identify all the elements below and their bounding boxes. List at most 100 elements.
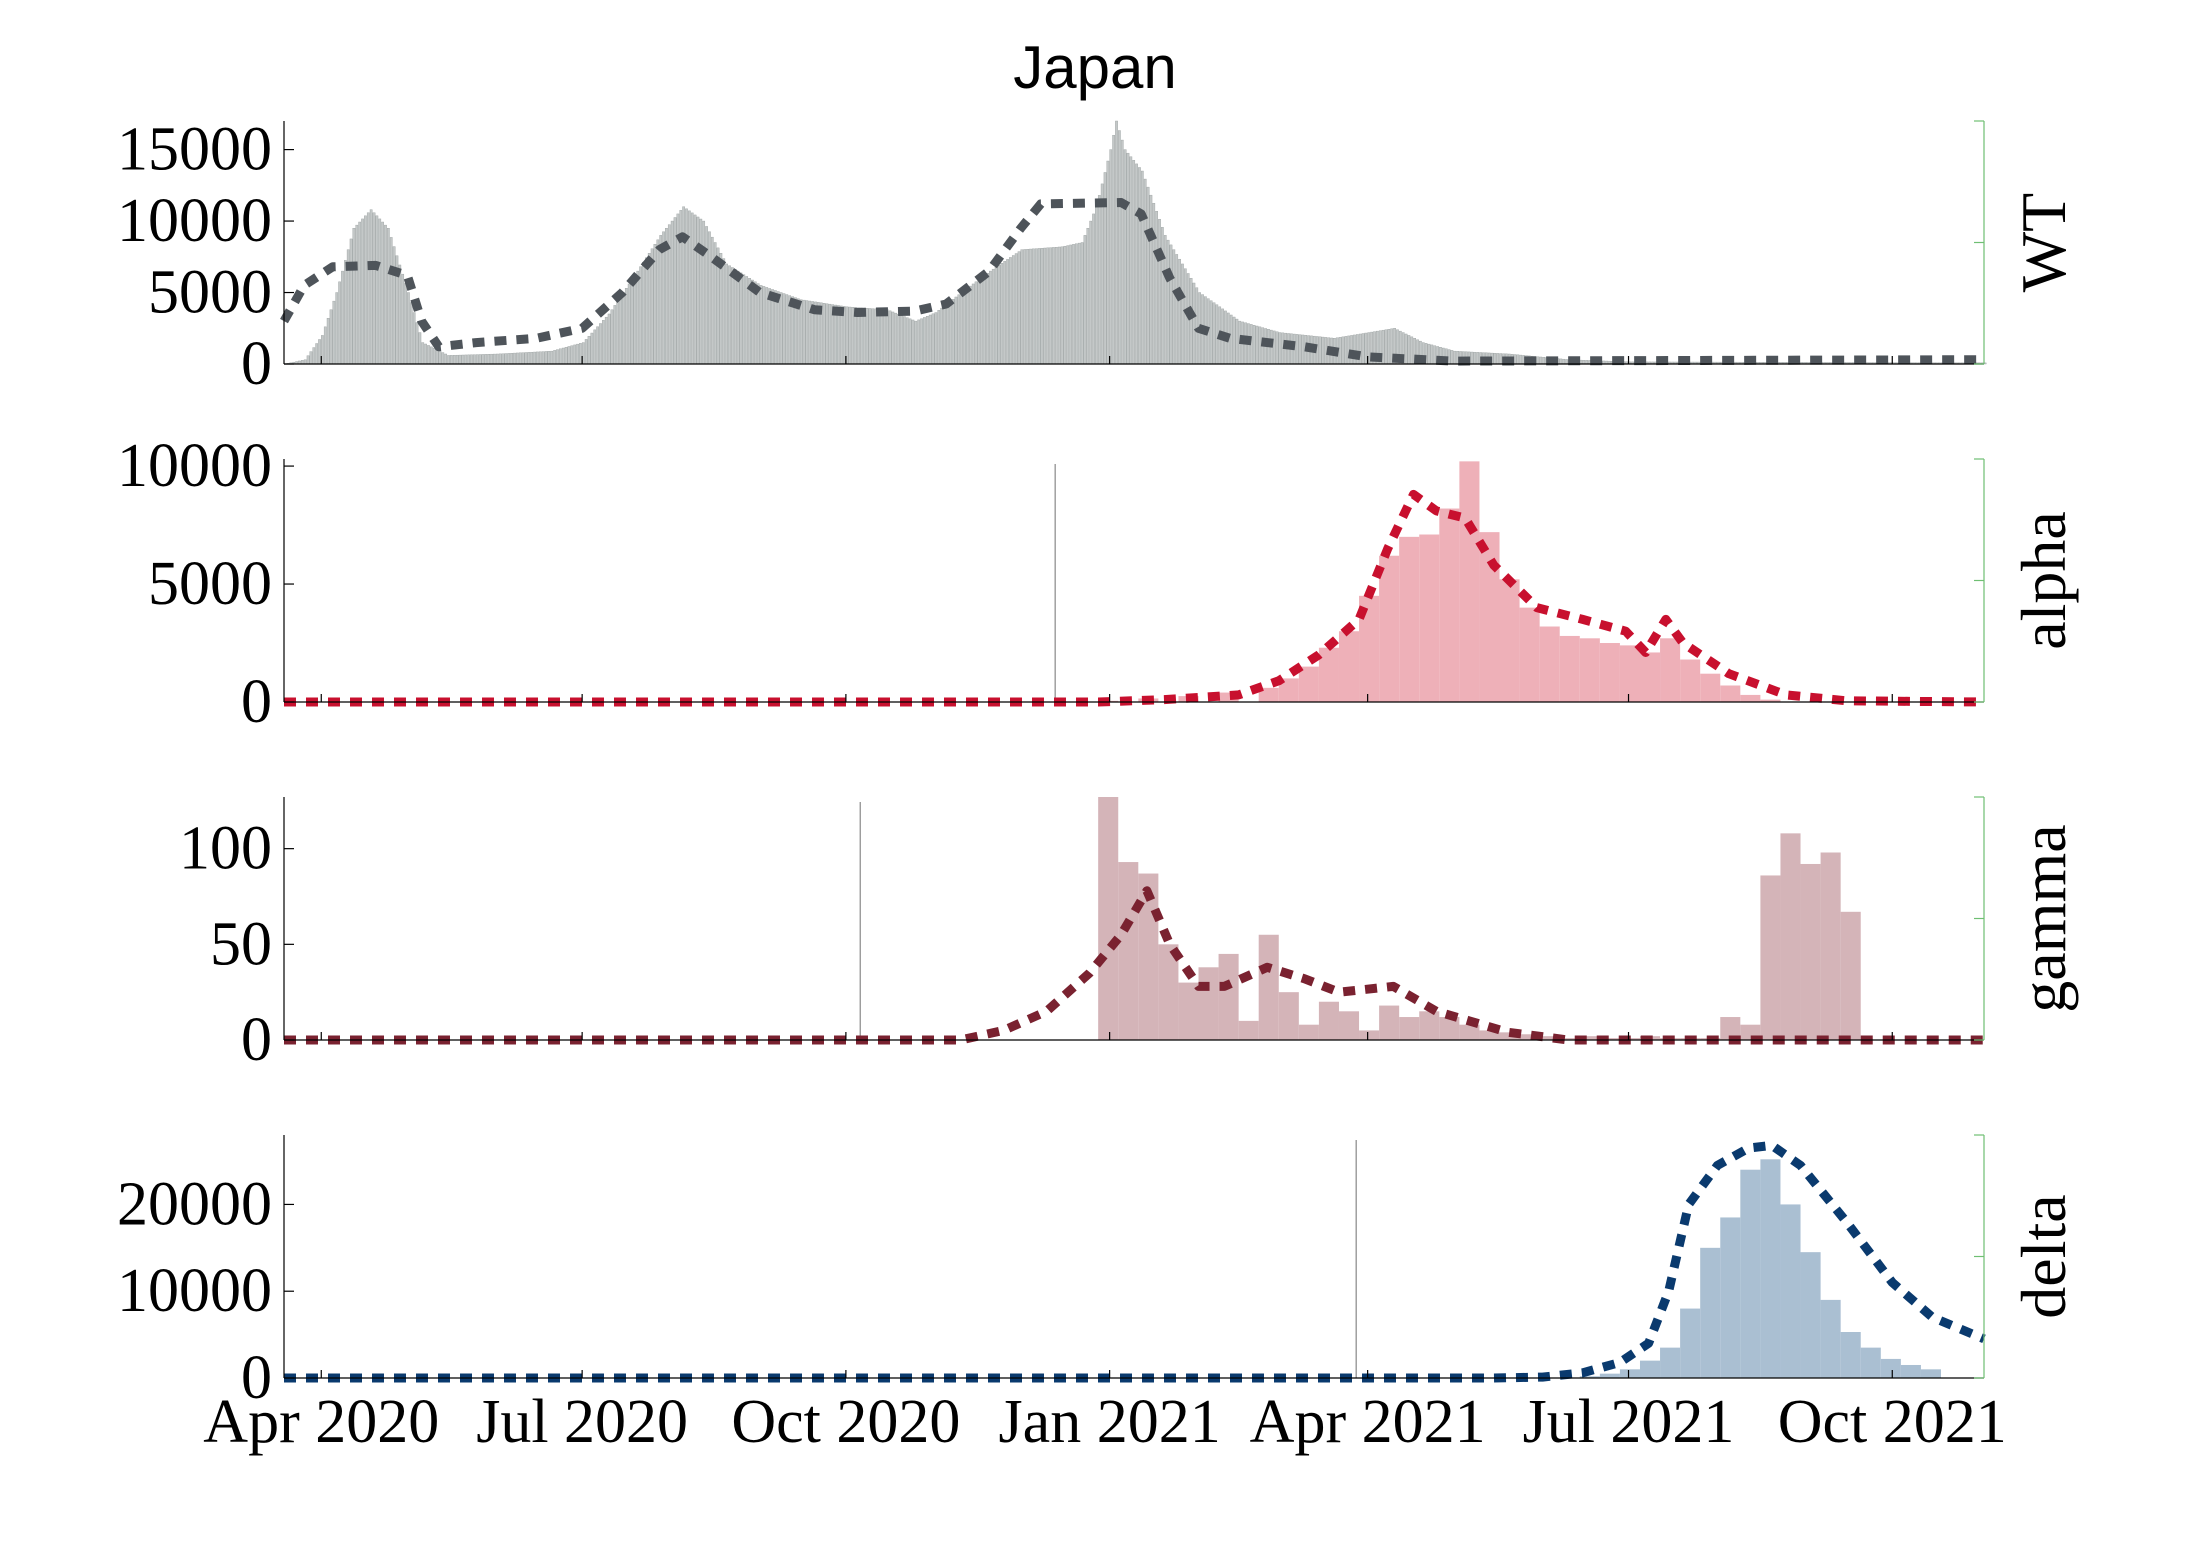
bar (639, 266, 642, 365)
bar (802, 299, 806, 365)
bar (1410, 336, 1414, 365)
bar (656, 239, 660, 365)
bar (530, 351, 534, 365)
bar (1112, 135, 1115, 365)
WT-bars (286, 120, 1987, 365)
bar (1341, 336, 1345, 365)
bar (1077, 242, 1081, 365)
bar (504, 353, 508, 365)
bar (309, 351, 313, 365)
bar (1559, 358, 1563, 365)
bar (315, 343, 319, 365)
bar (381, 221, 384, 365)
bar (1800, 863, 1821, 1040)
bar (722, 258, 726, 365)
bar (1473, 351, 1477, 365)
bar (731, 267, 734, 365)
bar (1063, 245, 1067, 365)
bar (1011, 255, 1015, 365)
bar (1106, 160, 1110, 365)
bar (507, 353, 511, 365)
bar (432, 348, 436, 365)
bar (452, 355, 456, 365)
bar (1740, 1169, 1761, 1378)
bar (470, 354, 473, 365)
bar (702, 220, 706, 365)
bar (851, 307, 855, 365)
bar (989, 270, 992, 365)
x-tick-label: Apr 2020 (203, 1388, 439, 1456)
bar (1820, 852, 1841, 1040)
bar (848, 306, 852, 365)
bar (1014, 253, 1018, 365)
alpha-fit-line (284, 489, 1985, 707)
bar (900, 315, 903, 365)
bar (1118, 130, 1121, 365)
bar (464, 354, 468, 365)
bar (1098, 797, 1119, 1040)
bar (1057, 246, 1061, 365)
bar (1433, 345, 1437, 365)
bar (430, 346, 433, 365)
bar (1252, 325, 1256, 365)
bar (946, 303, 949, 365)
gamma-bars (1098, 797, 1861, 1040)
bar (607, 313, 611, 365)
bar (1020, 249, 1024, 365)
bar (1860, 1347, 1881, 1379)
bar (1470, 351, 1474, 365)
bar (1158, 944, 1179, 1040)
bar (905, 317, 909, 365)
bar (1149, 194, 1153, 365)
bar (799, 299, 803, 365)
bar (877, 308, 880, 365)
bar (536, 351, 539, 365)
bar (673, 217, 677, 365)
bar (516, 352, 519, 365)
bar (914, 320, 918, 365)
bar (1218, 953, 1239, 1040)
bar (762, 286, 766, 365)
bar (438, 350, 442, 365)
delta-fit-line (284, 1140, 1986, 1383)
bar (1003, 261, 1007, 365)
bar (1158, 219, 1161, 365)
bar (977, 279, 981, 365)
y-tick-label: 5000 (148, 259, 272, 327)
bar (1720, 1217, 1741, 1378)
bar (513, 352, 516, 365)
bar (518, 352, 522, 365)
bar (1379, 1005, 1400, 1040)
bar (1275, 331, 1279, 365)
variant-label-WT: WT (2008, 193, 2079, 293)
bar (1519, 354, 1523, 365)
bar (604, 316, 608, 365)
bar (424, 343, 427, 365)
x-tick-label: Jan 2021 (999, 1388, 1221, 1456)
bar (1579, 1376, 1600, 1378)
bar (1183, 268, 1187, 365)
bar (1060, 246, 1064, 365)
bar (1840, 1332, 1861, 1378)
x-tick-label: Oct 2020 (731, 1388, 960, 1456)
bar (421, 342, 425, 365)
bar (467, 354, 470, 365)
bar (940, 307, 943, 365)
bar (599, 323, 602, 365)
bar (1780, 1204, 1801, 1378)
bar (1295, 334, 1299, 365)
bar (573, 344, 577, 365)
bar (1229, 314, 1233, 365)
bar (805, 300, 809, 365)
bar (1209, 300, 1213, 365)
bar (323, 326, 327, 365)
bar (364, 215, 367, 365)
bar (427, 345, 430, 365)
bar (1298, 334, 1302, 365)
bar (613, 305, 617, 365)
bar (688, 210, 691, 365)
bar (983, 275, 986, 365)
bar (487, 354, 491, 365)
bar (785, 294, 789, 365)
